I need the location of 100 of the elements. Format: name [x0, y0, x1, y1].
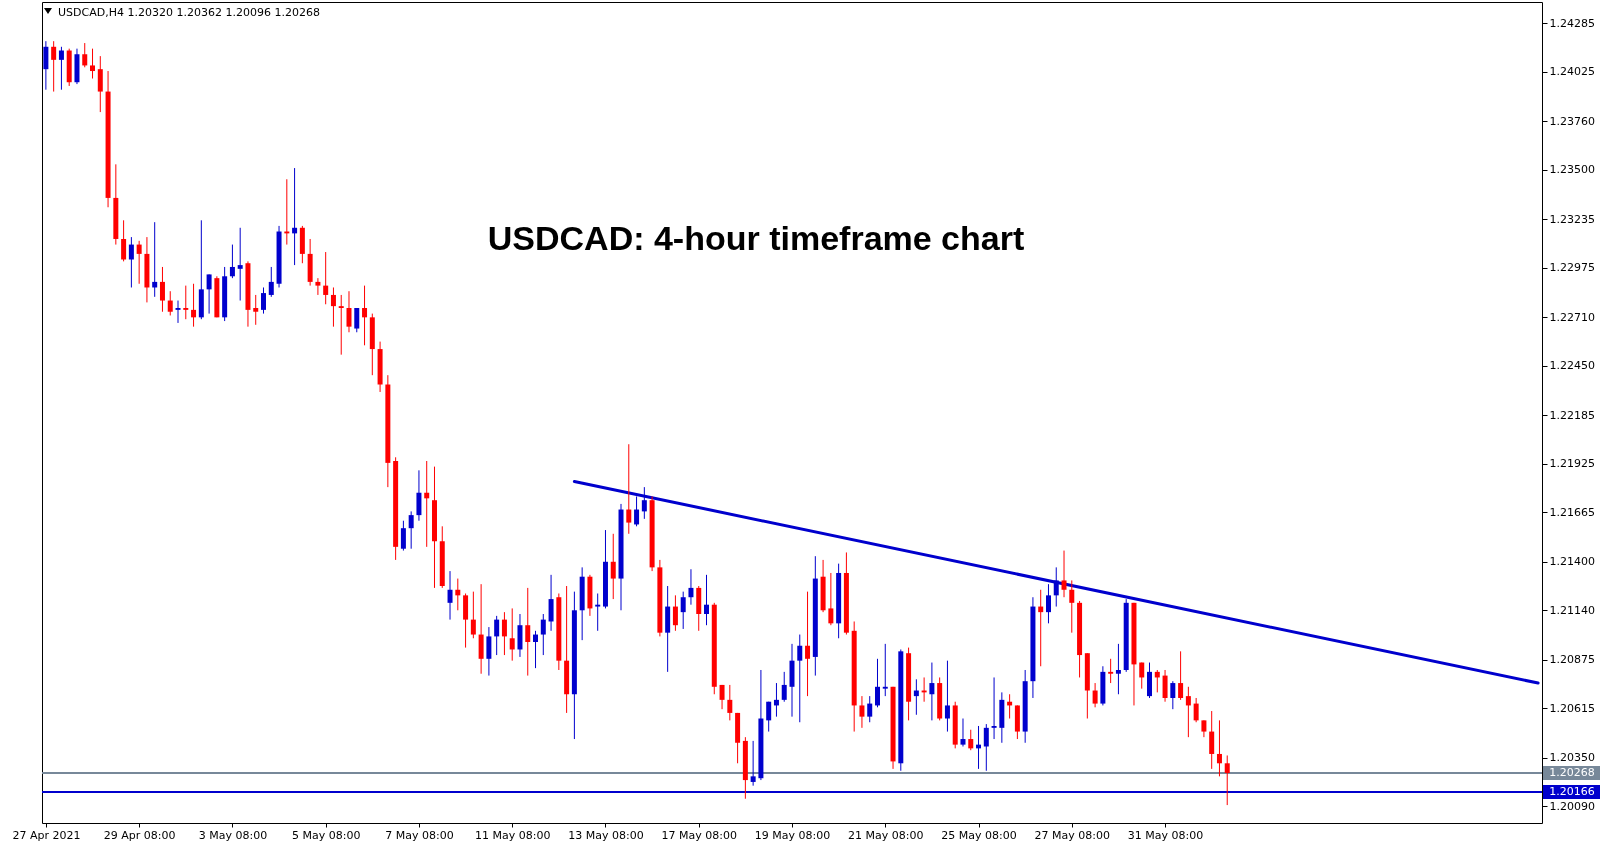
candlestick — [874, 658, 880, 708]
candlestick — [159, 266, 165, 313]
candlestick — [470, 591, 476, 639]
candlestick — [991, 676, 997, 740]
candlestick — [136, 240, 142, 285]
candlestick — [781, 671, 787, 703]
candlestick — [51, 40, 57, 93]
x-tick-label: 5 May 08:00 — [291, 828, 361, 842]
candlestick — [362, 285, 368, 346]
x-tick-label: 25 May 08:00 — [941, 828, 1017, 842]
candlestick — [501, 611, 507, 656]
candlestick — [719, 684, 725, 710]
y-tick-label: 1.22710 — [1549, 310, 1595, 324]
x-tick-label: 19 May 08:00 — [754, 828, 831, 842]
candlestick — [1170, 680, 1176, 710]
candlestick — [548, 574, 554, 632]
candlestick — [229, 244, 235, 279]
x-tick-label: 27 Apr 2021 — [12, 828, 81, 842]
y-tick-label: 1.21400 — [1549, 555, 1595, 569]
x-tick-label: 17 May 08:00 — [661, 828, 737, 842]
y-tick-label: 1.23760 — [1549, 114, 1595, 128]
candlestick — [183, 285, 189, 320]
candlestick — [983, 723, 989, 772]
candlestick — [1115, 643, 1121, 695]
candlestick — [610, 533, 616, 600]
candlestick — [1139, 662, 1145, 690]
candlestick — [1053, 566, 1059, 608]
candlestick — [672, 594, 678, 632]
candlestick — [509, 607, 515, 662]
ref-line-label: 1.20166 — [1549, 785, 1595, 799]
candlestick — [968, 729, 974, 751]
candlestick — [1061, 550, 1067, 598]
candlestick — [859, 695, 865, 729]
candlestick — [175, 300, 181, 324]
candlestick — [766, 701, 772, 733]
x-tick-label: 31 May 08:00 — [1127, 828, 1204, 842]
candlestick — [1162, 669, 1168, 703]
candlestick — [1092, 682, 1098, 708]
candlestick — [867, 695, 873, 723]
candlestick — [1224, 754, 1230, 806]
candlestick — [167, 290, 173, 316]
candlestick — [1045, 583, 1051, 624]
candlestick — [805, 591, 811, 697]
candlestick — [1108, 658, 1114, 684]
y-tick-label: 1.20615 — [1549, 701, 1595, 715]
candlestick — [797, 634, 803, 723]
candlestick — [408, 510, 414, 550]
candlestick — [338, 294, 344, 356]
x-tick-label: 3 May 08:00 — [198, 828, 268, 842]
candlestick — [1185, 686, 1191, 738]
candlestick — [727, 684, 733, 721]
y-tick-label: 1.24025 — [1549, 65, 1595, 79]
x-tick-label: 29 Apr 08:00 — [103, 828, 176, 842]
candlestick — [121, 219, 127, 262]
candlestick — [323, 251, 329, 305]
y-tick-label: 1.23235 — [1549, 212, 1595, 226]
candlestick — [494, 615, 500, 656]
candlestick — [97, 55, 103, 113]
candlestick — [540, 613, 546, 656]
candlestick — [828, 572, 834, 626]
candlestick — [330, 286, 336, 328]
candlestick — [90, 48, 96, 79]
chart-subtitle: USDCAD,H4 1.20320 1.20362 1.20096 1.20268 — [58, 6, 320, 19]
x-tick-label: 27 May 08:00 — [1034, 828, 1111, 842]
y-tick-label: 1.22975 — [1549, 261, 1595, 275]
x-tick-label: 7 May 08:00 — [385, 828, 454, 842]
y-tick-label: 1.24285 — [1549, 16, 1595, 30]
candlestick — [1069, 579, 1075, 634]
candlestick — [1216, 719, 1222, 777]
candlestick — [400, 520, 406, 552]
text: USDCAD: 4-hour timeframe chart — [487, 219, 1025, 258]
candlestick — [43, 40, 49, 91]
y-tick-label: 1.20350 — [1549, 751, 1595, 765]
y-tick-label: 1.23500 — [1549, 163, 1595, 177]
x-tick-label: 11 May 08:00 — [474, 828, 551, 842]
candlestick — [634, 495, 640, 527]
y-tick-label: 1.21925 — [1549, 457, 1595, 471]
candlestick — [237, 227, 243, 302]
candlestick — [882, 643, 888, 697]
candlestick — [641, 486, 647, 520]
candlestick — [1193, 697, 1199, 723]
x-tick-label: 21 May 08:00 — [848, 828, 924, 842]
candlestick — [447, 570, 453, 621]
candlestick — [58, 46, 64, 91]
candlestick — [626, 443, 632, 535]
candlestick — [346, 290, 352, 333]
y-tick-label: 1.20875 — [1549, 653, 1595, 667]
candlestick — [1209, 710, 1215, 770]
candlestick — [960, 718, 966, 747]
candlestick — [1178, 650, 1184, 701]
ref-line-label: 1.20268 — [1549, 765, 1595, 779]
candlestick — [268, 266, 274, 298]
candlestick — [261, 286, 266, 315]
y-tick-label: 1.20090 — [1549, 799, 1595, 813]
candlestick — [416, 469, 422, 522]
candlestick — [533, 630, 539, 669]
candlestick — [750, 740, 756, 787]
candlestick — [128, 236, 134, 288]
y-tick-label: 1.22450 — [1549, 359, 1595, 373]
candlestick — [595, 592, 601, 632]
